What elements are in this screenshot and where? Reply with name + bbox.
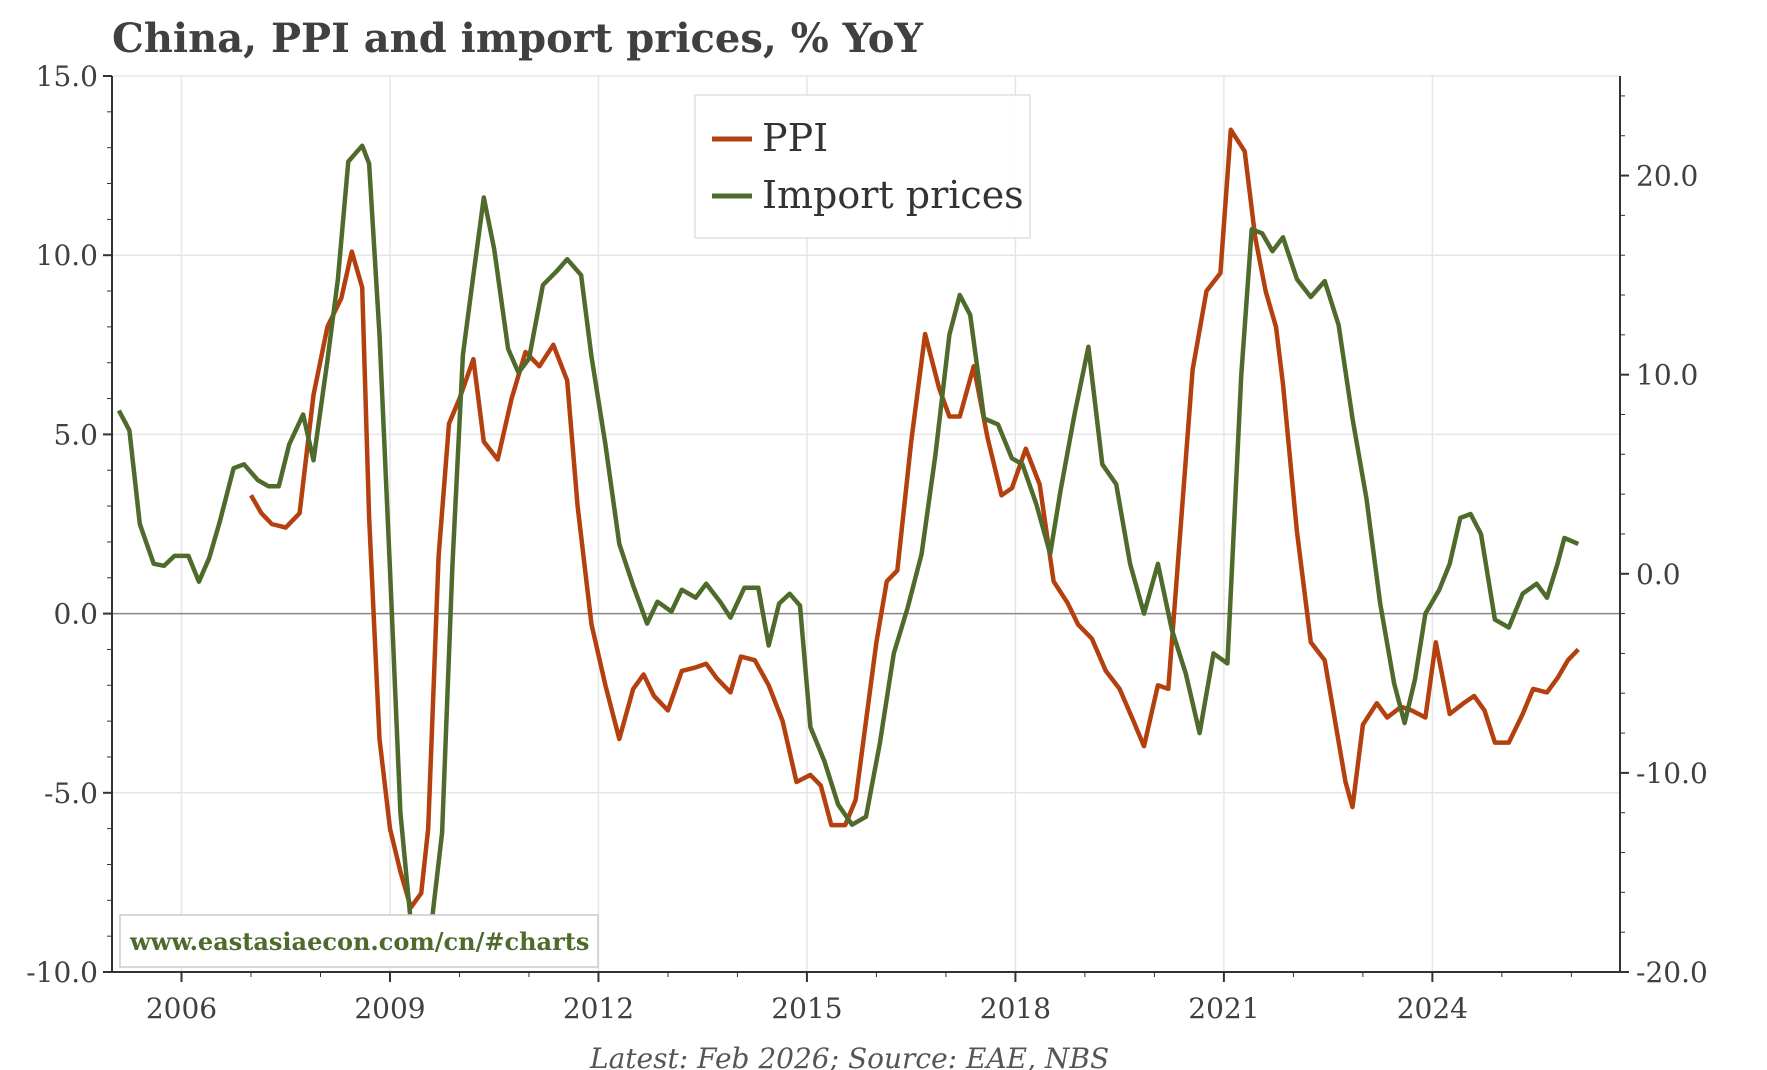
left-tick-label: 0.0 — [53, 598, 98, 631]
x-tick-label: 2015 — [771, 992, 842, 1025]
left-tick-label: -5.0 — [44, 777, 98, 810]
right-tick-label: 0.0 — [1636, 558, 1681, 591]
series-layer — [116, 127, 1580, 963]
watermark-text: www.eastasiaecon.com/cn/#charts — [129, 927, 589, 956]
legend-label-import-prices: Import prices — [762, 173, 1024, 217]
x-tick-label: 2024 — [1397, 992, 1468, 1025]
x-tick-label: 2018 — [980, 992, 1051, 1025]
left-tick-label: -10.0 — [26, 956, 98, 989]
left-tick-label: 15.0 — [36, 60, 98, 93]
series-line-ppi — [249, 127, 1580, 910]
x-tick-label: 2012 — [563, 992, 634, 1025]
series-line-import-prices — [116, 143, 1580, 963]
left-tick-label: 10.0 — [36, 239, 98, 272]
x-tick-label: 2021 — [1188, 992, 1259, 1025]
right-tick-label: -20.0 — [1636, 956, 1708, 989]
legend-label-ppi: PPI — [762, 116, 828, 160]
x-tick-label: 2009 — [354, 992, 425, 1025]
watermark-box: www.eastasiaecon.com/cn/#charts — [119, 914, 599, 968]
right-tick-label: -10.0 — [1636, 757, 1708, 790]
right-tick-label: 20.0 — [1636, 160, 1698, 193]
legend-box — [694, 94, 1031, 239]
legend: PPI Import prices — [694, 94, 1031, 239]
right-tick-label: 10.0 — [1636, 359, 1698, 392]
x-tick-label: 2006 — [146, 992, 217, 1025]
source-note: Latest: Feb 2026; Source: EAE, NBS — [589, 1042, 1109, 1070]
axes: -10.0 -5.0 0.0 5.0 10.0 15.0 -20.0 -10.0 0.0 10.0… — [26, 60, 1708, 1025]
watermark-frame — [119, 914, 599, 968]
chart-title: China, PPI and import prices, % YoY — [112, 15, 923, 62]
left-tick-label: 5.0 — [53, 418, 98, 451]
